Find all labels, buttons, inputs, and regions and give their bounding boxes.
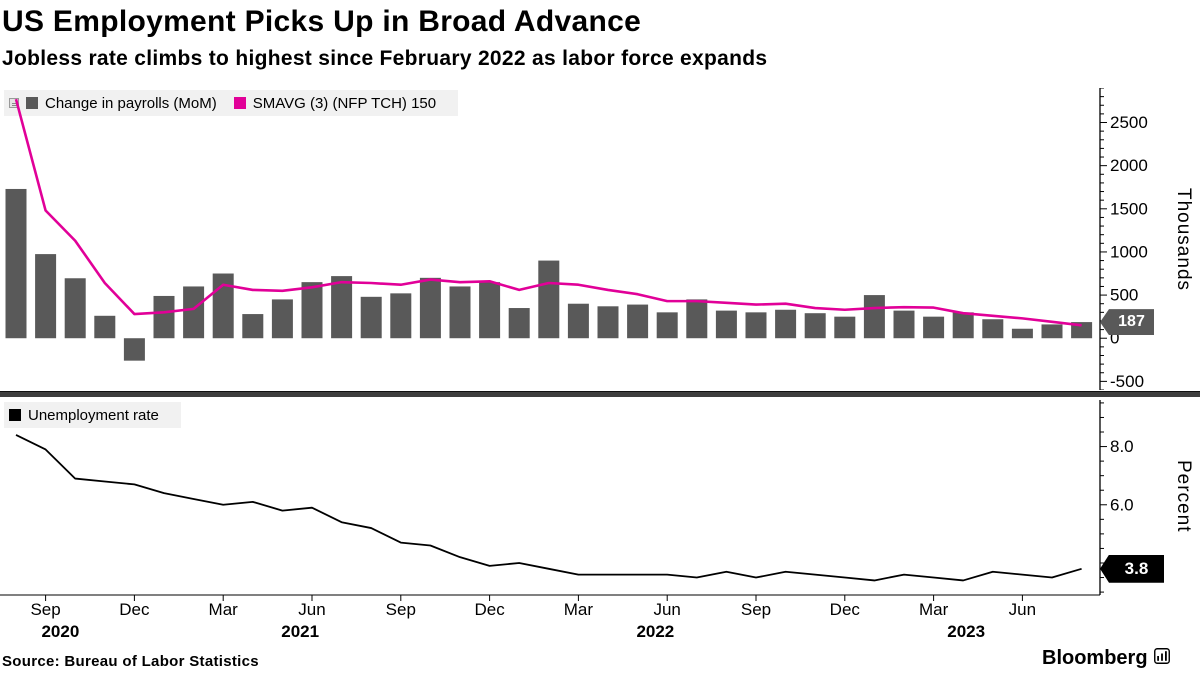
payroll-bar[interactable] bbox=[1041, 324, 1063, 339]
payroll-bar[interactable] bbox=[686, 299, 708, 339]
payrolls-legend-label[interactable]: Change in payrolls (MoM) bbox=[45, 94, 217, 112]
payroll-bar[interactable] bbox=[923, 316, 945, 339]
payrolls-legend: Change in payrolls (MoM) SMAVG (3) (NFP … bbox=[4, 90, 459, 116]
bloomberg-logo-text: Bloomberg bbox=[1042, 647, 1148, 669]
thousands-axis-label: Thousands bbox=[1173, 188, 1194, 292]
payroll-bar[interactable] bbox=[1011, 328, 1033, 339]
payroll-bar[interactable] bbox=[952, 312, 974, 339]
x-tick-month: Sep bbox=[385, 600, 416, 619]
payroll-bar[interactable] bbox=[153, 295, 175, 339]
payroll-bars bbox=[5, 188, 1093, 361]
y-tick-label: 1000 bbox=[1110, 242, 1148, 261]
payroll-bar[interactable] bbox=[390, 293, 412, 339]
payroll-bar[interactable] bbox=[64, 278, 86, 339]
x-tick-month: Dec bbox=[829, 600, 860, 619]
payroll-bar[interactable] bbox=[804, 313, 826, 339]
payroll-bar[interactable] bbox=[360, 296, 382, 339]
payroll-bar[interactable] bbox=[94, 315, 116, 339]
payrolls-legend-swatch bbox=[26, 97, 38, 109]
x-tick-month: Mar bbox=[563, 600, 594, 619]
unemployment-chart-canvas[interactable]: 8.0 6.0 bbox=[0, 400, 1200, 602]
payroll-bar[interactable] bbox=[775, 309, 797, 339]
smavg-legend-label[interactable]: SMAVG (3) (NFP TCH) 150 bbox=[252, 94, 437, 112]
legend-options-icon[interactable] bbox=[9, 98, 19, 108]
unemployment-legend-swatch bbox=[9, 409, 21, 421]
page-subtitle: Jobless rate climbs to highest since Feb… bbox=[2, 47, 768, 70]
smavg-line[interactable] bbox=[14, 98, 1082, 327]
panel-divider[interactable] bbox=[0, 391, 1200, 397]
unemployment-legend-label[interactable]: Unemployment rate bbox=[28, 406, 159, 424]
y-tick-label: 2000 bbox=[1110, 156, 1148, 175]
payroll-bar[interactable] bbox=[331, 276, 353, 339]
x-tick-month: Dec bbox=[474, 600, 505, 619]
y-tick-label: 0 bbox=[1110, 329, 1119, 348]
payroll-bar[interactable] bbox=[982, 319, 1004, 339]
payroll-bar[interactable] bbox=[893, 310, 915, 339]
payroll-bar[interactable] bbox=[123, 338, 145, 361]
source-note: Source: Bureau of Labor Statistics bbox=[2, 653, 259, 670]
x-tick-year: 2022 bbox=[636, 622, 675, 641]
x-tick-month: Jun bbox=[298, 600, 326, 619]
bloomberg-logo-icon bbox=[1153, 648, 1170, 669]
x-tick-month: Mar bbox=[208, 600, 238, 619]
payroll-bar[interactable] bbox=[627, 304, 649, 339]
payroll-bar[interactable] bbox=[301, 282, 323, 339]
payroll-bar[interactable] bbox=[212, 273, 234, 339]
payroll-bar[interactable] bbox=[745, 312, 767, 339]
x-tick-month: Dec bbox=[119, 600, 150, 619]
x-tick-month: Sep bbox=[30, 600, 61, 619]
payroll-bar[interactable] bbox=[863, 295, 885, 339]
payroll-bar[interactable] bbox=[449, 286, 471, 339]
payroll-bar[interactable] bbox=[656, 312, 678, 339]
y-tick-label: 500 bbox=[1110, 286, 1138, 305]
page-title: US Employment Picks Up in Broad Advance bbox=[2, 5, 642, 38]
payroll-bar[interactable] bbox=[1071, 322, 1093, 339]
x-tick-year: 2021 bbox=[281, 622, 320, 641]
x-tick-month: Sep bbox=[740, 600, 772, 619]
payroll-bar[interactable] bbox=[271, 299, 293, 339]
percent-axis-label: Percent bbox=[1173, 460, 1194, 533]
x-tick-month: Jun bbox=[1008, 600, 1037, 619]
payroll-bar[interactable] bbox=[834, 316, 856, 339]
y-tick-label: 6.0 bbox=[1110, 495, 1134, 514]
bloomberg-logo: Bloomberg bbox=[1042, 647, 1170, 670]
payroll-bar[interactable] bbox=[715, 310, 737, 339]
y-tick-label: 1500 bbox=[1110, 199, 1148, 218]
payroll-bar[interactable] bbox=[35, 254, 57, 339]
payroll-bar[interactable] bbox=[567, 303, 589, 339]
x-tick-year: 2023 bbox=[947, 622, 986, 641]
payrolls-last-value-badge: 187 bbox=[1100, 309, 1154, 336]
unemployment-legend: Unemployment rate bbox=[4, 402, 181, 428]
unemployment-last-value-badge: 3.8 bbox=[1100, 554, 1164, 583]
payroll-bar[interactable] bbox=[5, 188, 27, 339]
payroll-bar[interactable] bbox=[242, 314, 264, 339]
x-tick-year: 2020 bbox=[41, 622, 80, 641]
x-tick-month: Jun bbox=[653, 600, 681, 619]
x-tick-month: Mar bbox=[918, 600, 949, 619]
smavg-legend-swatch bbox=[233, 97, 246, 109]
payroll-bar[interactable] bbox=[538, 260, 560, 339]
y-tick-label: -500 bbox=[1110, 372, 1144, 390]
payroll-bar[interactable] bbox=[419, 277, 441, 339]
payroll-bar[interactable] bbox=[479, 282, 501, 339]
payroll-bar[interactable] bbox=[508, 308, 530, 339]
y-tick-label: 8.0 bbox=[1110, 437, 1134, 456]
unemployment-line[interactable] bbox=[15, 434, 1082, 582]
y-tick-label: 2500 bbox=[1110, 113, 1148, 132]
payrolls-chart-canvas[interactable]: 2500 2000 1500 1000 500 0 -500 bbox=[0, 88, 1200, 390]
payroll-bar[interactable] bbox=[183, 286, 205, 339]
payroll-bar[interactable] bbox=[597, 306, 619, 339]
